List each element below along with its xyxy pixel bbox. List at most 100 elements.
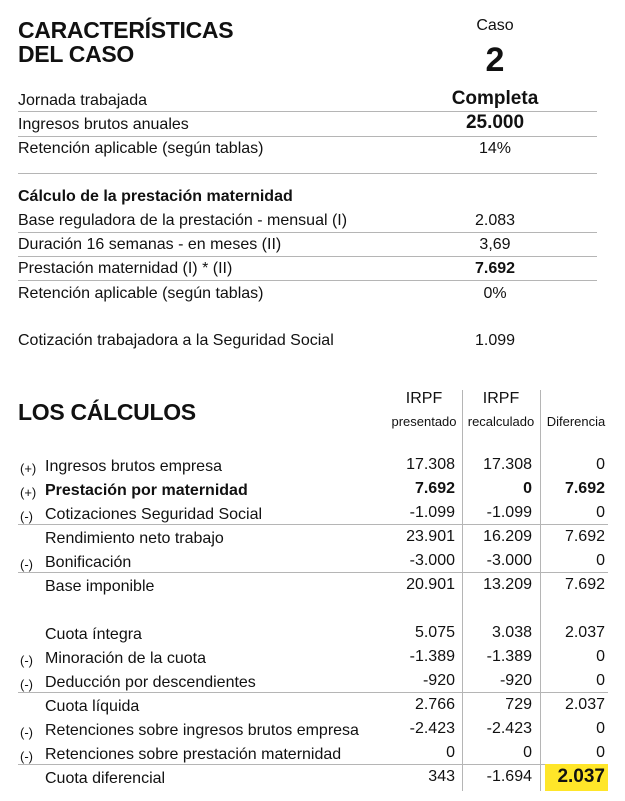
row-c1: -3.000 xyxy=(409,552,455,569)
contribution-label: Cotización trabajadora a la Seguridad So… xyxy=(18,332,334,349)
row-c1: -920 xyxy=(422,672,455,689)
row-sign: (-) xyxy=(20,653,33,668)
column-divider xyxy=(540,390,541,791)
row-c2: 0 xyxy=(523,744,532,761)
row-c2: 13.209 xyxy=(483,576,532,593)
title-line1: CARACTERÍSTICAS xyxy=(18,17,234,43)
row-c1: 17.308 xyxy=(406,456,455,473)
row-c1: 2.766 xyxy=(414,696,455,713)
col1-header-line2: presentado xyxy=(391,414,457,429)
row-label: Bonificación xyxy=(45,554,132,571)
contribution-value: 1.099 xyxy=(474,332,516,349)
row-c1: 0 xyxy=(446,744,455,761)
row-label: Retenciones sobre prestación maternidad xyxy=(45,746,342,763)
row-c3: 0 xyxy=(596,456,605,473)
row-label: Prestación maternidad (I) * (II) xyxy=(18,260,233,277)
divider xyxy=(18,280,597,281)
divider xyxy=(18,524,608,525)
divider xyxy=(18,256,597,257)
row-label: Prestación por maternidad xyxy=(45,482,248,499)
row-sign: (-) xyxy=(20,509,33,524)
row-label: Retención aplicable (según tablas) xyxy=(18,285,264,302)
row-c3: 7.692 xyxy=(564,576,605,593)
row-c2: 17.308 xyxy=(483,456,532,473)
row-c3-highlight: 2.037 xyxy=(557,766,605,787)
row-c2: 0 xyxy=(523,480,532,497)
case-number: 2 xyxy=(485,41,505,79)
section2-title: Cálculo de la prestación maternidad xyxy=(18,188,293,205)
row-label: Retenciones sobre ingresos brutos empres… xyxy=(45,722,359,739)
row-c3: 0 xyxy=(596,720,605,737)
row-c1: 7.692 xyxy=(414,480,455,497)
row-label: Duración 16 semanas - en meses (II) xyxy=(18,236,282,253)
row-c2: -1.389 xyxy=(486,648,532,665)
row-label: Cuota íntegra xyxy=(45,626,142,643)
row-label: Minoración de la cuota xyxy=(45,650,206,667)
row-c3: 0 xyxy=(596,504,605,521)
col3-header: Diferencia xyxy=(546,414,606,429)
title-line2: DEL CASO xyxy=(18,41,135,67)
row-c2: -920 xyxy=(499,672,532,689)
row-c2: 16.209 xyxy=(483,528,532,545)
row-label: Ingresos brutos anuales xyxy=(18,116,189,133)
calcs-title: LOS CÁLCULOS xyxy=(18,399,196,425)
row-c1: -1.389 xyxy=(409,648,455,665)
row-c1: 23.901 xyxy=(406,528,455,545)
row-c3: 7.692 xyxy=(564,528,605,545)
col1-header-line1: IRPF xyxy=(405,390,443,407)
row-sign: (-) xyxy=(20,557,33,572)
row-c1: -2.423 xyxy=(409,720,455,737)
row-c2: -1.694 xyxy=(486,768,532,785)
row-label: Cuota diferencial xyxy=(45,770,166,787)
row-c3: 7.692 xyxy=(564,480,605,497)
row-c1: -1.099 xyxy=(409,504,455,521)
column-divider xyxy=(462,390,463,791)
row-value: 3,69 xyxy=(479,236,511,253)
row-c1: 5.075 xyxy=(414,624,455,641)
row-value: 14% xyxy=(478,140,512,157)
row-c1: 20.901 xyxy=(406,576,455,593)
row-c2: -3.000 xyxy=(486,552,532,569)
row-c3: 2.037 xyxy=(564,696,605,713)
case-label: Caso xyxy=(476,17,514,34)
row-label: Ingresos brutos empresa xyxy=(45,458,222,475)
row-c2: -1.099 xyxy=(486,504,532,521)
row-c3: 0 xyxy=(596,744,605,761)
highlight-box xyxy=(545,764,608,791)
row-value: 2.083 xyxy=(474,212,516,229)
row-label: Retención aplicable (según tablas) xyxy=(18,140,264,157)
row-value: 0% xyxy=(483,285,507,302)
row-value: 25.000 xyxy=(465,112,525,133)
section-divider xyxy=(18,173,597,174)
divider xyxy=(18,572,608,573)
row-c3: 0 xyxy=(596,648,605,665)
row-value: 7.692 xyxy=(474,260,516,277)
row-sign: (+) xyxy=(20,485,37,500)
row-label: Base imponible xyxy=(45,578,155,595)
divider xyxy=(18,232,597,233)
row-c2: 3.038 xyxy=(491,624,532,641)
row-label: Base reguladora de la prestación - mensu… xyxy=(18,212,348,229)
row-sign: (-) xyxy=(20,677,33,692)
divider xyxy=(18,764,608,765)
divider xyxy=(18,136,597,137)
col2-header-line1: IRPF xyxy=(482,390,520,407)
row-c2: -2.423 xyxy=(486,720,532,737)
row-sign: (+) xyxy=(20,461,37,476)
row-label: Rendimiento neto trabajo xyxy=(45,530,224,547)
divider xyxy=(18,692,608,693)
col2-header-line2: recalculado xyxy=(467,414,535,429)
row-sign: (-) xyxy=(20,725,33,740)
row-label: Deducción por descendientes xyxy=(45,674,256,691)
row-c3: 2.037 xyxy=(564,624,605,641)
row-c3: 0 xyxy=(596,672,605,689)
row-label: Jornada trabajada xyxy=(18,92,147,109)
row-label: Cotizaciones Seguridad Social xyxy=(45,506,263,523)
row-label: Cuota líquida xyxy=(45,698,140,715)
row-sign: (-) xyxy=(20,749,33,764)
row-value: Completa xyxy=(451,88,539,109)
row-c3: 0 xyxy=(596,552,605,569)
divider xyxy=(18,111,597,112)
row-c1: 343 xyxy=(428,768,455,785)
row-c2: 729 xyxy=(505,696,532,713)
